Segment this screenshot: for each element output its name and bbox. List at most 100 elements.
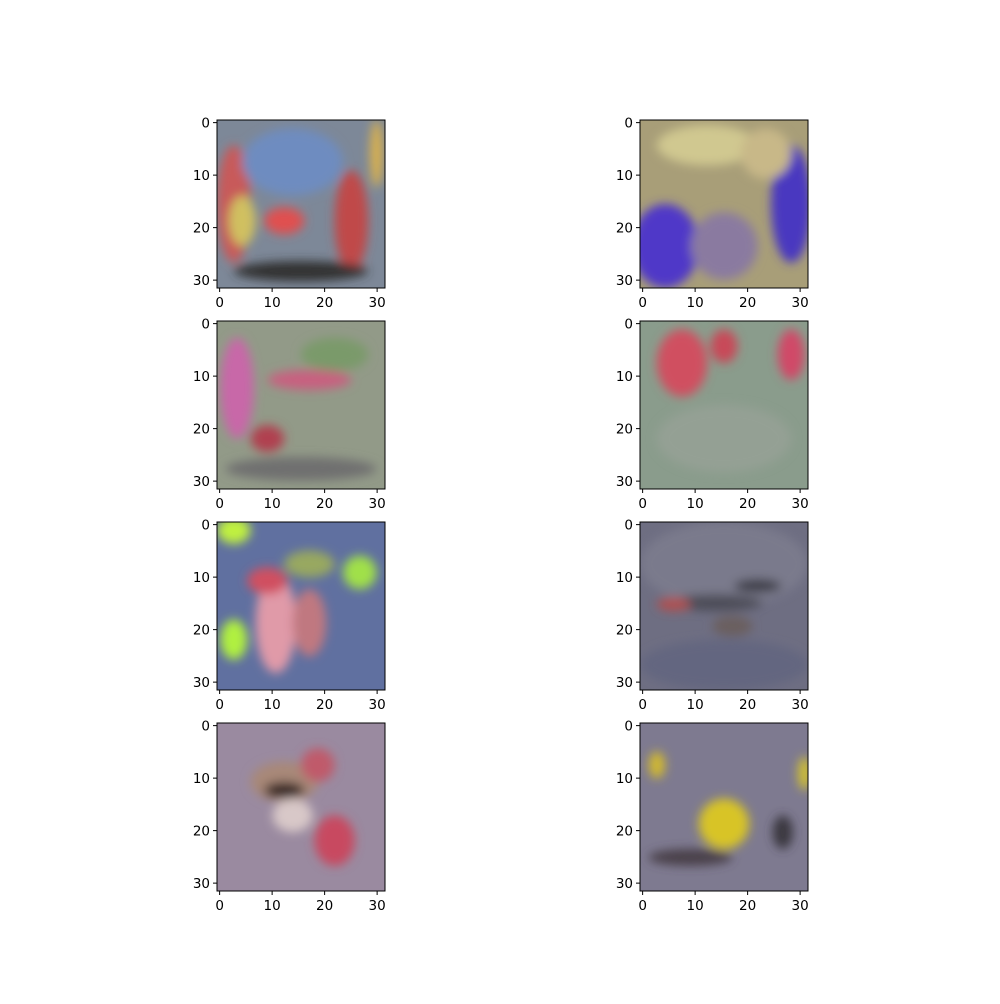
y-tick-label: 30 — [193, 675, 210, 691]
x-tick-label: 20 — [316, 898, 333, 914]
x-tick-label: 20 — [316, 697, 333, 713]
image — [640, 723, 808, 891]
x-tick-label: 20 — [739, 496, 756, 512]
image-region — [740, 128, 792, 179]
y-tick-label: 10 — [193, 369, 210, 385]
subplot: 0 10 20 30 0 10 20 30 — [193, 317, 386, 512]
x-tick-label: 30 — [369, 496, 386, 512]
image-region — [668, 594, 763, 612]
x-tick-label: 30 — [792, 295, 809, 311]
x-tick-label: 0 — [638, 898, 647, 914]
x-tick-label: 10 — [264, 697, 281, 713]
y-tick-label: 30 — [616, 876, 633, 892]
x-tick-label: 30 — [369, 898, 386, 914]
axes-frame — [639, 320, 809, 490]
y-tick-label: 0 — [624, 719, 633, 735]
image-region — [772, 815, 793, 849]
subplot: 0 10 20 30 0 10 20 30 — [193, 719, 386, 914]
x-tick-label: 0 — [638, 496, 647, 512]
x-tick-label: 20 — [316, 496, 333, 512]
image-content — [656, 329, 805, 473]
y-tick-label: 10 — [616, 369, 633, 385]
x-tick-label: 10 — [687, 295, 704, 311]
image-region — [640, 639, 808, 690]
x-tick-label: 30 — [369, 295, 386, 311]
x-tick-label: 0 — [215, 697, 224, 713]
image-region — [284, 550, 335, 578]
x-tick-label: 30 — [792, 496, 809, 512]
y-tick-label: 0 — [201, 116, 210, 132]
y-tick-label: 10 — [193, 771, 210, 787]
x-tick-label: 0 — [215, 898, 224, 914]
image — [217, 120, 385, 288]
image-region — [301, 337, 369, 372]
y-tick-label: 10 — [193, 570, 210, 586]
x-tick-label: 0 — [638, 697, 647, 713]
image-region — [247, 567, 288, 595]
y-tick-label: 20 — [616, 824, 633, 840]
x-tick-label: 10 — [687, 697, 704, 713]
image-region — [242, 128, 343, 196]
image — [640, 120, 808, 288]
subplot: 0 10 20 30 0 10 20 30 — [616, 719, 809, 914]
image-region — [710, 329, 738, 364]
y-tick-label: 10 — [616, 771, 633, 787]
image-region — [264, 781, 305, 799]
image-region — [272, 798, 313, 833]
y-tick-label: 10 — [193, 168, 210, 184]
axes-frame — [216, 119, 386, 289]
image-region — [217, 522, 251, 544]
image-region — [233, 261, 369, 282]
y-tick-label: 30 — [616, 474, 633, 490]
x-tick-label: 20 — [739, 898, 756, 914]
axes-frame — [216, 521, 386, 691]
image-region — [314, 815, 355, 866]
y-tick-label: 10 — [616, 570, 633, 586]
subplot: 0 10 20 30 0 10 20 30 — [616, 317, 809, 512]
y-tick-label: 20 — [193, 623, 210, 639]
image-content — [217, 120, 384, 282]
image-content — [220, 337, 377, 481]
image-region — [250, 425, 285, 453]
subplot: 0 10 20 30 0 10 20 30 — [616, 518, 809, 713]
image-region — [777, 329, 805, 380]
image-region — [343, 555, 377, 590]
y-tick-label: 20 — [616, 221, 633, 237]
image — [217, 723, 385, 891]
x-tick-label: 0 — [215, 496, 224, 512]
image-region — [656, 125, 758, 166]
image-content — [250, 748, 355, 866]
image-region — [264, 207, 305, 235]
y-tick-label: 0 — [624, 317, 633, 333]
image-region — [640, 204, 699, 288]
y-tick-label: 30 — [193, 876, 210, 892]
x-tick-label: 10 — [264, 496, 281, 512]
image-region — [220, 337, 254, 439]
y-tick-label: 20 — [193, 824, 210, 840]
axes-frame — [639, 722, 809, 892]
x-tick-label: 20 — [739, 697, 756, 713]
y-tick-label: 30 — [193, 273, 210, 289]
y-tick-label: 30 — [193, 474, 210, 490]
image-region — [648, 849, 733, 866]
y-tick-label: 20 — [616, 623, 633, 639]
image-region — [734, 579, 782, 593]
image-content — [640, 522, 808, 690]
image-region — [225, 457, 377, 481]
x-tick-label: 30 — [792, 697, 809, 713]
image-region — [369, 120, 384, 188]
image — [217, 522, 385, 690]
image-region — [228, 195, 256, 246]
image-region — [690, 212, 758, 280]
subplot: 0 10 20 30 0 10 20 30 — [193, 116, 386, 311]
image-region — [656, 597, 691, 612]
x-tick-label: 30 — [369, 697, 386, 713]
axes-frame — [639, 521, 809, 691]
subplot: 0 10 20 30 0 10 20 30 — [193, 518, 386, 713]
image-region — [220, 619, 248, 660]
image-region — [656, 405, 792, 473]
x-tick-label: 10 — [687, 496, 704, 512]
y-tick-label: 30 — [616, 675, 633, 691]
image-region — [656, 329, 708, 397]
